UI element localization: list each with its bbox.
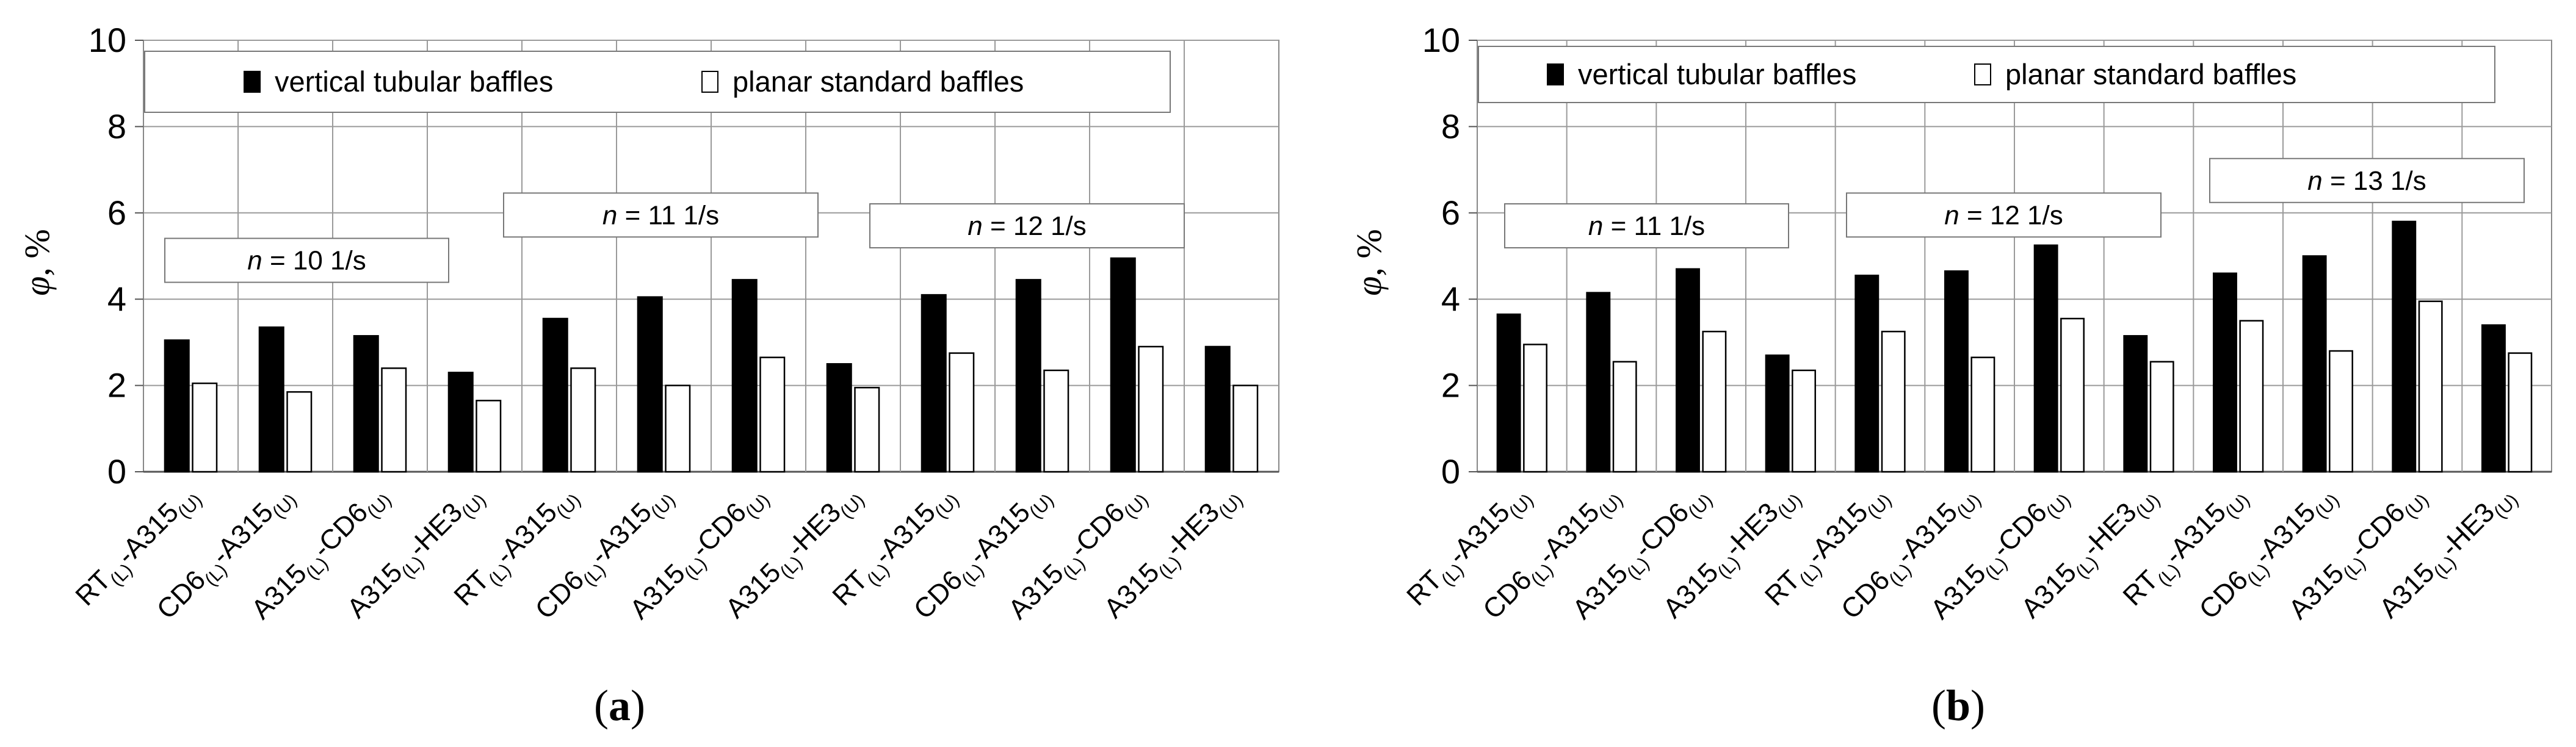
bar-vertical-tubular (2392, 220, 2417, 473)
bar-planar-standard (192, 382, 218, 473)
speed-annotation-box (164, 237, 449, 283)
bar-vertical-tubular (1854, 275, 1880, 473)
bar-planar-standard (1881, 330, 1906, 473)
bar-vertical-tubular (637, 296, 663, 473)
y-axis-label: φ, % (17, 229, 57, 295)
y-tick-label: 2 (107, 366, 126, 405)
y-tick-label: 8 (107, 107, 126, 145)
legend-swatch-planar-standard (701, 71, 718, 93)
bar-vertical-tubular (1765, 354, 1790, 473)
bar-vertical-tubular (921, 294, 947, 473)
bar-vertical-tubular (2123, 335, 2148, 473)
bar-planar-standard (2060, 317, 2085, 473)
bar-vertical-tubular (1676, 268, 1700, 473)
bar-planar-standard (1232, 384, 1259, 473)
bar-planar-standard (1792, 369, 1816, 473)
bar-vertical-tubular (2302, 255, 2327, 473)
panel-label: (a) (594, 681, 645, 730)
bar-planar-standard (2418, 300, 2443, 473)
bar-vertical-tubular (258, 326, 284, 473)
bar-vertical-tubular (1110, 257, 1136, 473)
speed-annotation-box (2209, 157, 2525, 203)
bar-planar-standard (854, 386, 880, 473)
bar-vertical-tubular (1586, 292, 1611, 473)
bar-planar-standard (1612, 361, 1637, 473)
bar-planar-standard (570, 367, 596, 473)
bar-vertical-tubular (1496, 313, 1521, 473)
speed-annotation-box (869, 203, 1185, 249)
legend-label-vertical-tubular: vertical tubular baffles (1578, 58, 1856, 90)
y-tick-label: 0 (1441, 452, 1460, 491)
bar-vertical-tubular (2033, 244, 2058, 473)
panel-b-chart: 0 2 4 6 8 10 vertical tubular baffles planar st… (1349, 21, 2552, 730)
y-tick-label: 10 (89, 21, 126, 59)
speed-annotation-box (1846, 192, 2162, 238)
speed-annotation-box (503, 192, 819, 238)
y-tick-label: 8 (1441, 107, 1460, 145)
bar-vertical-tubular (447, 372, 474, 473)
category-label: A315(L)-HE3(U) (1098, 478, 1247, 628)
bar-planar-standard (286, 391, 313, 473)
bar-vertical-tubular (2213, 272, 2237, 473)
bar-planar-standard (1702, 330, 1727, 473)
bar-vertical-tubular (1015, 279, 1041, 473)
y-tick-label: 6 (1441, 193, 1460, 232)
legend-label-planar-standard: planar standard baffles (2005, 58, 2296, 90)
bar-planar-standard (476, 400, 502, 473)
speed-annotation-label: n = 11 1/s (1588, 211, 1705, 241)
y-tick-label: 6 (107, 193, 126, 232)
bar-vertical-tubular (826, 363, 852, 473)
bar-planar-standard (2239, 320, 2264, 473)
speed-annotation-label: n = 10 1/s (247, 246, 366, 276)
legend-label-vertical-tubular: vertical tubular baffles (275, 65, 553, 98)
legend-box (144, 51, 1171, 113)
speed-annotation-label: n = 11 1/s (602, 200, 719, 230)
bar-vertical-tubular (542, 317, 568, 473)
speed-annotation-label: n = 12 1/s (1944, 200, 2063, 230)
y-tick-label: 10 (1422, 21, 1460, 59)
bar-vertical-tubular (2481, 324, 2506, 473)
y-tick-label: 4 (107, 280, 126, 318)
category-label: A315(L)-HE3(U) (2373, 478, 2522, 628)
bar-vertical-tubular (164, 339, 190, 473)
panel-label: (b) (1931, 681, 1985, 730)
bar-vertical-tubular (1944, 270, 1969, 473)
bar-planar-standard (2149, 361, 2174, 473)
speed-annotation-label: n = 12 1/s (968, 211, 1087, 241)
y-axis-label: φ, % (1349, 229, 1389, 295)
legend-swatch-vertical-tubular (244, 71, 261, 93)
bar-planar-standard (665, 384, 691, 473)
bar-vertical-tubular (1204, 345, 1231, 473)
legend-label-planar-standard: planar standard baffles (733, 65, 1024, 98)
speed-annotation-box (1504, 203, 1789, 249)
legend-swatch-vertical-tubular (1547, 63, 1564, 85)
bar-planar-standard (2508, 352, 2533, 473)
bar-planar-standard (1523, 344, 1547, 473)
bar-planar-standard (949, 352, 975, 473)
bar-vertical-tubular (731, 279, 758, 473)
bar-planar-standard (2329, 350, 2353, 473)
bar-planar-standard (1138, 345, 1164, 473)
bar-planar-standard (381, 367, 407, 473)
legend-swatch-planar-standard (1974, 63, 1991, 85)
y-tick-label: 4 (1441, 280, 1460, 318)
y-tick-label: 0 (107, 452, 126, 491)
panel-a-chart: 0 2 4 6 8 10 vertical tubular baffles planar st… (17, 21, 1279, 730)
y-tick-label: 2 (1441, 366, 1460, 405)
bar-vertical-tubular (353, 335, 379, 473)
bar-planar-standard (759, 356, 786, 473)
bar-planar-standard (1970, 356, 1995, 473)
bar-planar-standard (1043, 369, 1069, 473)
speed-annotation-label: n = 13 1/s (2307, 166, 2426, 196)
